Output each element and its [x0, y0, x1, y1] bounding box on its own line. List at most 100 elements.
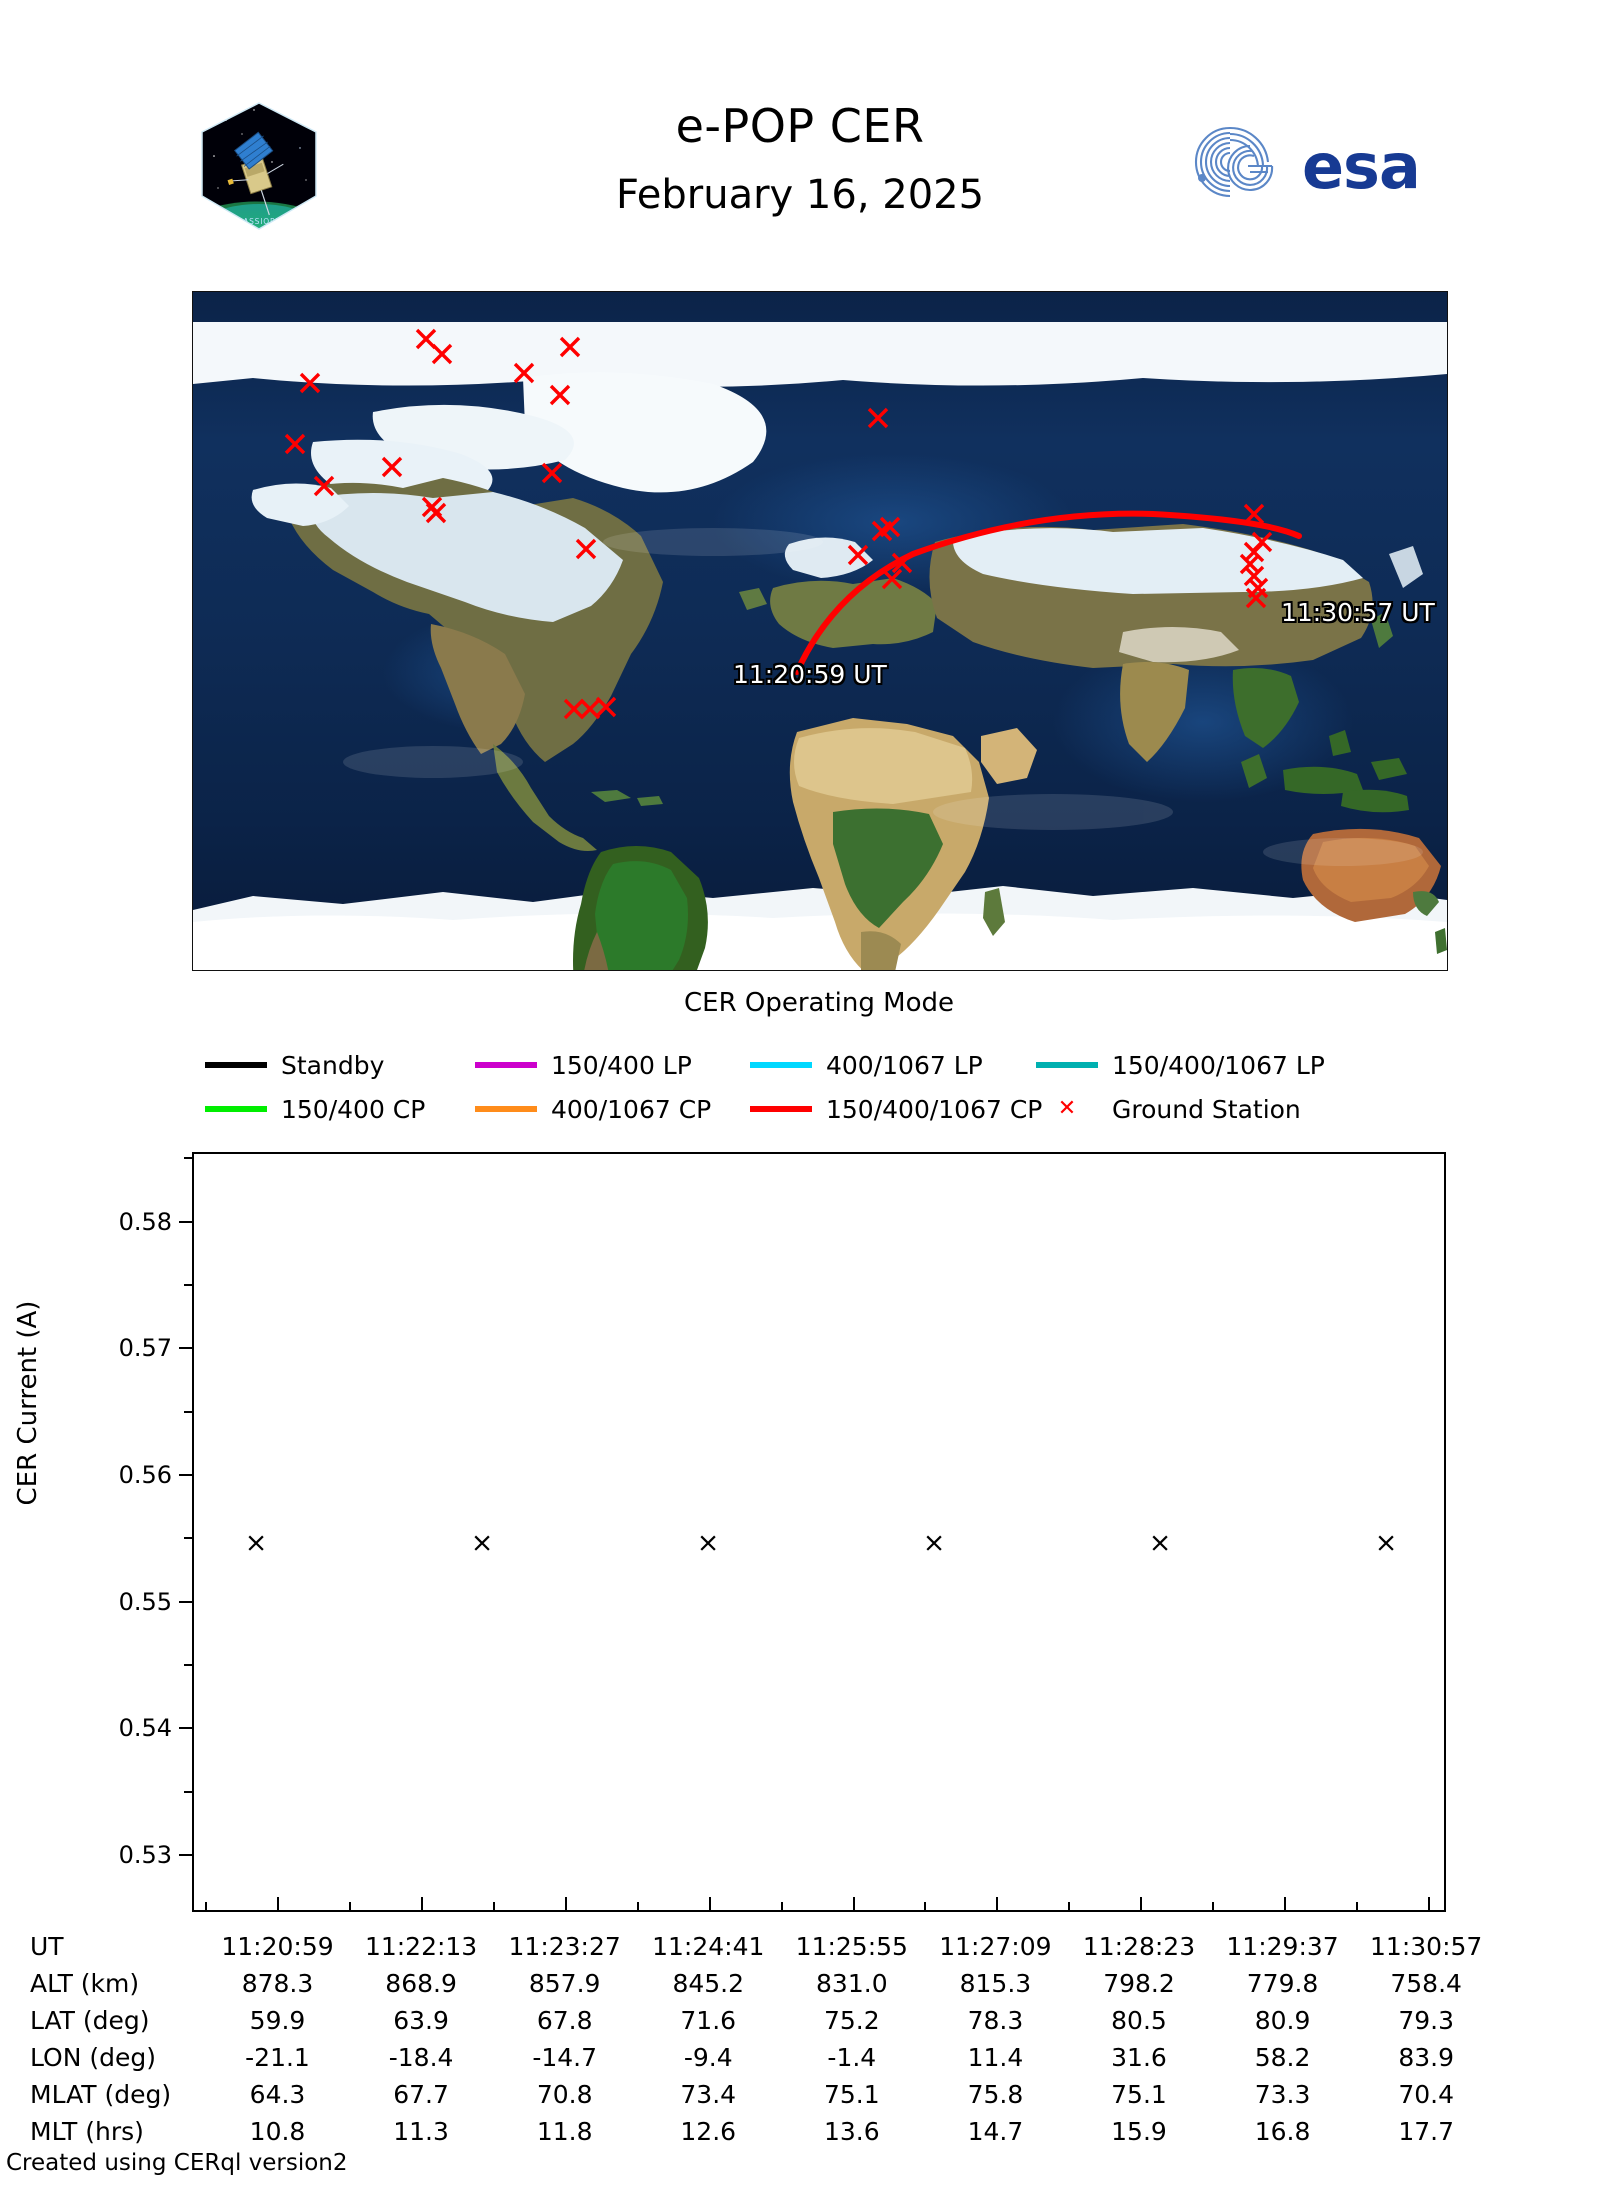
legend-item-150-400-lp[interactable]: 150/400 LP: [475, 1043, 750, 1087]
table-row: LAT (deg) 59.9 63.9 67.8 71.6 75.2 78.3 80.5 80.…: [28, 2002, 1498, 2039]
y-tick-minor: [184, 1537, 192, 1540]
table-cell: 13.6: [823, 2117, 880, 2146]
table-cell: 11.8: [536, 2117, 593, 2146]
cer-current-plot[interactable]: × × × × × ×: [192, 1152, 1446, 1912]
data-point-marker: ×: [1374, 1527, 1398, 1559]
x-tick-minor: [636, 1902, 639, 1910]
legend-item-400-1067-lp[interactable]: 400/1067 LP: [750, 1043, 1036, 1087]
legend-item-ground-station[interactable]: ✕ Ground Station: [1036, 1087, 1336, 1131]
y-tick-label: 0.57: [118, 1334, 172, 1363]
table-cell: 11.4: [967, 2043, 1024, 2072]
x-tick-major: [1428, 1897, 1431, 1910]
legend-swatch-150-400-1067-lp: [1036, 1062, 1098, 1068]
table-cell: 75.1: [823, 2080, 880, 2109]
table-cell: 59.9: [249, 2006, 306, 2035]
table-cell: 11:20:59: [221, 1932, 334, 1961]
table-cell: 878.3: [241, 1969, 314, 1998]
table-cell: 71.6: [680, 2006, 737, 2035]
table-cell: 79.3: [1398, 2006, 1454, 2035]
table-cell: 815.3: [959, 1969, 1032, 1998]
legend-item-150-400-1067-cp[interactable]: 150/400/1067 CP: [750, 1087, 1042, 1131]
legend-label-150-400-cp: 150/400 CP: [281, 1094, 426, 1124]
esa-swirl-icon: [1194, 126, 1274, 198]
table-cell: 70.8: [536, 2080, 593, 2109]
legend-label-150-400-1067-cp: 150/400/1067 CP: [826, 1094, 1043, 1124]
data-point-marker: ×: [1148, 1527, 1172, 1559]
data-point-marker: ×: [244, 1527, 268, 1559]
table-cell: 58.2: [1254, 2043, 1311, 2072]
page-title: e-POP CER: [675, 99, 925, 153]
table-cell: -14.7: [532, 2043, 597, 2072]
table-row-header: MLT (hrs): [30, 2117, 144, 2146]
y-tick-major: [179, 1220, 192, 1223]
table-cell: -18.4: [388, 2043, 454, 2072]
y-tick-label: 0.53: [118, 1841, 172, 1869]
legend-item-150-400-cp[interactable]: 150/400 CP: [205, 1087, 475, 1131]
table-cell: 75.1: [1111, 2080, 1167, 2109]
x-tick-minor: [924, 1902, 927, 1910]
table-row-header: LAT (deg): [30, 2006, 150, 2035]
esa-logo: esa: [1168, 122, 1448, 204]
legend-swatch-150-400-cp: [205, 1106, 267, 1112]
table-cell: 83.9: [1398, 2043, 1454, 2072]
data-point-marker: ×: [922, 1527, 946, 1559]
table-cell: 16.8: [1254, 2117, 1311, 2146]
legend-label-standby: Standby: [281, 1050, 385, 1080]
plot-data-area: × × × × × ×: [194, 1154, 1444, 1910]
page-date: February 16, 2025: [615, 172, 985, 218]
cassiope-mission-logo: CASSIOPE: [196, 100, 322, 232]
legend-item-150-400-1067-lp[interactable]: 150/400/1067 LP: [1036, 1043, 1336, 1087]
satellite-ground-track: [794, 510, 1302, 675]
table-cell: 758.4: [1390, 1969, 1462, 1998]
table-cell: 11:29:37: [1226, 1932, 1339, 1961]
table-row: LON (deg) -21.1 -18.4 -14.7 -9.4 -1.4 11.4 31.6…: [28, 2039, 1498, 2076]
table-cell: 73.4: [680, 2080, 737, 2109]
legend-swatch-400-1067-cp: [475, 1106, 537, 1112]
legend-label-400-1067-cp: 400/1067 CP: [551, 1094, 712, 1124]
table-cell: 779.8: [1246, 1969, 1319, 1998]
y-tick-major: [179, 1854, 192, 1856]
legend-item-standby[interactable]: Standby: [205, 1043, 475, 1087]
table-cell: 11:25:55: [795, 1932, 908, 1961]
table-row-header: LON (deg): [30, 2043, 156, 2072]
table-cell: 868.9: [385, 1969, 457, 1998]
table-cell: 64.3: [249, 2080, 306, 2109]
table-row-header: MLAT (deg): [30, 2080, 172, 2109]
x-tick-minor: [780, 1902, 783, 1910]
table-cell: 78.3: [967, 2006, 1024, 2035]
y-tick-major: [179, 1474, 192, 1476]
table-cell: 75.2: [823, 2006, 880, 2035]
x-tick-major: [1140, 1897, 1143, 1910]
page-header: CASSIOPE e-POP CER February 16, 2025: [0, 0, 1600, 270]
table-row-header: UT: [30, 1932, 64, 1961]
x-tick-minor: [1068, 1902, 1071, 1910]
legend-label-ground-station: Ground Station: [1112, 1094, 1301, 1124]
x-tick-minor: [348, 1902, 351, 1910]
table-cell: 11:22:13: [364, 1932, 478, 1961]
ground-station-x-icon: ✕: [1057, 1096, 1077, 1121]
table-cell: -9.4: [683, 2043, 733, 2072]
x-tick-major: [708, 1897, 711, 1910]
table-cell: 798.2: [1103, 1969, 1175, 1998]
table-cell: 63.9: [393, 2006, 449, 2035]
table-cell: 14.7: [967, 2117, 1024, 2146]
table-cell: 15.9: [1111, 2117, 1167, 2146]
legend-label-150-400-1067-lp: 150/400/1067 LP: [1112, 1050, 1325, 1080]
x-tick-major: [996, 1897, 999, 1910]
cassiope-logo-caption: CASSIOPE: [237, 217, 281, 226]
table-cell: 80.9: [1254, 2006, 1311, 2035]
world-map-panel[interactable]: 11:20:59 UT 11:30:57 UT: [192, 291, 1448, 971]
world-map-canvas: [193, 292, 1447, 970]
table-cell: -1.4: [827, 2043, 877, 2072]
legend-item-400-1067-cp[interactable]: 400/1067 CP: [475, 1087, 750, 1131]
legend-swatch-standby: [205, 1062, 267, 1068]
table-cell: 67.7: [393, 2080, 449, 2109]
table-row: MLT (hrs) 10.8 11.3 11.8 12.6 13.6 14.7 15.9 16.…: [28, 2113, 1498, 2150]
table-row: ALT (km) 878.3 868.9 857.9 845.2 831.0 815.3 79…: [28, 1965, 1498, 2002]
table-cell: 11:23:27: [508, 1932, 621, 1961]
table-row: MLAT (deg) 64.3 67.7 70.8 73.4 75.1 75.8 75.1 73…: [28, 2076, 1498, 2113]
table-cell: 845.2: [672, 1969, 745, 1998]
x-tick-major: [852, 1897, 855, 1910]
table-cell: 73.3: [1254, 2080, 1311, 2109]
x-tick-minor: [1212, 1902, 1215, 1910]
